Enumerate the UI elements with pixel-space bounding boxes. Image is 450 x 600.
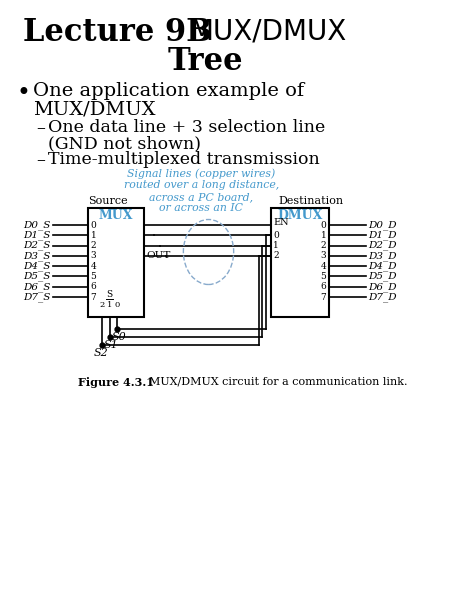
Text: –: – (36, 119, 45, 137)
Text: One data line + 3 selection line: One data line + 3 selection line (48, 119, 325, 136)
Text: 7: 7 (90, 292, 96, 301)
Text: D1_D: D1_D (369, 230, 397, 240)
Text: 4: 4 (321, 262, 327, 271)
Text: Tree: Tree (168, 46, 243, 77)
Text: D7_S: D7_S (23, 292, 50, 302)
Text: 2: 2 (321, 241, 327, 250)
Text: 3: 3 (90, 251, 96, 260)
Text: D7_D: D7_D (369, 292, 397, 302)
Text: MUX/DMUX: MUX/DMUX (189, 17, 346, 45)
Text: 2: 2 (100, 301, 105, 309)
Text: D6_S: D6_S (23, 282, 50, 292)
Text: S: S (106, 290, 112, 299)
Text: 5: 5 (320, 272, 327, 281)
Text: D3_S: D3_S (23, 251, 50, 261)
Text: D6_D: D6_D (369, 282, 397, 292)
Text: –: – (36, 151, 45, 169)
Text: One application example of: One application example of (33, 82, 304, 100)
Text: 4: 4 (90, 262, 96, 271)
Bar (271, 208, 329, 317)
Text: 5: 5 (90, 272, 96, 281)
Text: D0_D: D0_D (369, 220, 397, 230)
Text: 0: 0 (114, 301, 120, 309)
Text: D3_D: D3_D (369, 251, 397, 261)
Text: S0: S0 (112, 332, 126, 342)
Text: Lecture 9B: Lecture 9B (23, 17, 222, 48)
Text: D0_S: D0_S (23, 220, 50, 230)
Text: D1_S: D1_S (23, 230, 50, 240)
Text: MUX/DMUX circuit for a communication link.: MUX/DMUX circuit for a communication lin… (135, 377, 408, 387)
Text: D4_S: D4_S (23, 261, 50, 271)
Bar (88, 208, 144, 317)
Text: D5_D: D5_D (369, 272, 397, 281)
Text: EN: EN (274, 218, 289, 227)
Text: MUX/DMUX: MUX/DMUX (33, 100, 155, 118)
Text: •: • (17, 82, 30, 105)
Text: D4_D: D4_D (369, 261, 397, 271)
Text: DMUX: DMUX (277, 209, 323, 222)
Text: Figure 4.3.1: Figure 4.3.1 (78, 377, 153, 388)
Text: S1: S1 (104, 340, 118, 350)
Text: Source: Source (88, 196, 128, 206)
Text: MUX: MUX (99, 209, 133, 222)
Text: D2_D: D2_D (369, 241, 397, 250)
Text: S2: S2 (94, 348, 109, 358)
Text: Time-multiplexed transmission: Time-multiplexed transmission (48, 151, 320, 168)
Text: 1: 1 (274, 241, 279, 250)
Text: 6: 6 (90, 282, 96, 291)
Text: 1: 1 (107, 301, 112, 309)
Text: 2: 2 (90, 241, 96, 250)
Text: (GND not shown): (GND not shown) (48, 135, 201, 152)
Text: 2: 2 (274, 251, 279, 260)
Text: 0: 0 (274, 231, 279, 240)
Text: OUT: OUT (146, 251, 171, 260)
Text: D2_S: D2_S (23, 241, 50, 250)
Text: Signal lines (copper wires)
routed over a long distance,
across a PC board,
or a: Signal lines (copper wires) routed over … (124, 168, 279, 214)
Text: 7: 7 (321, 292, 327, 301)
Text: D5_S: D5_S (23, 272, 50, 281)
Text: 0: 0 (90, 220, 96, 229)
Text: 1: 1 (90, 231, 96, 240)
Text: 3: 3 (321, 251, 327, 260)
Text: 1: 1 (321, 231, 327, 240)
Text: 0: 0 (321, 220, 327, 229)
Text: Destination: Destination (279, 196, 343, 206)
Text: 6: 6 (321, 282, 327, 291)
